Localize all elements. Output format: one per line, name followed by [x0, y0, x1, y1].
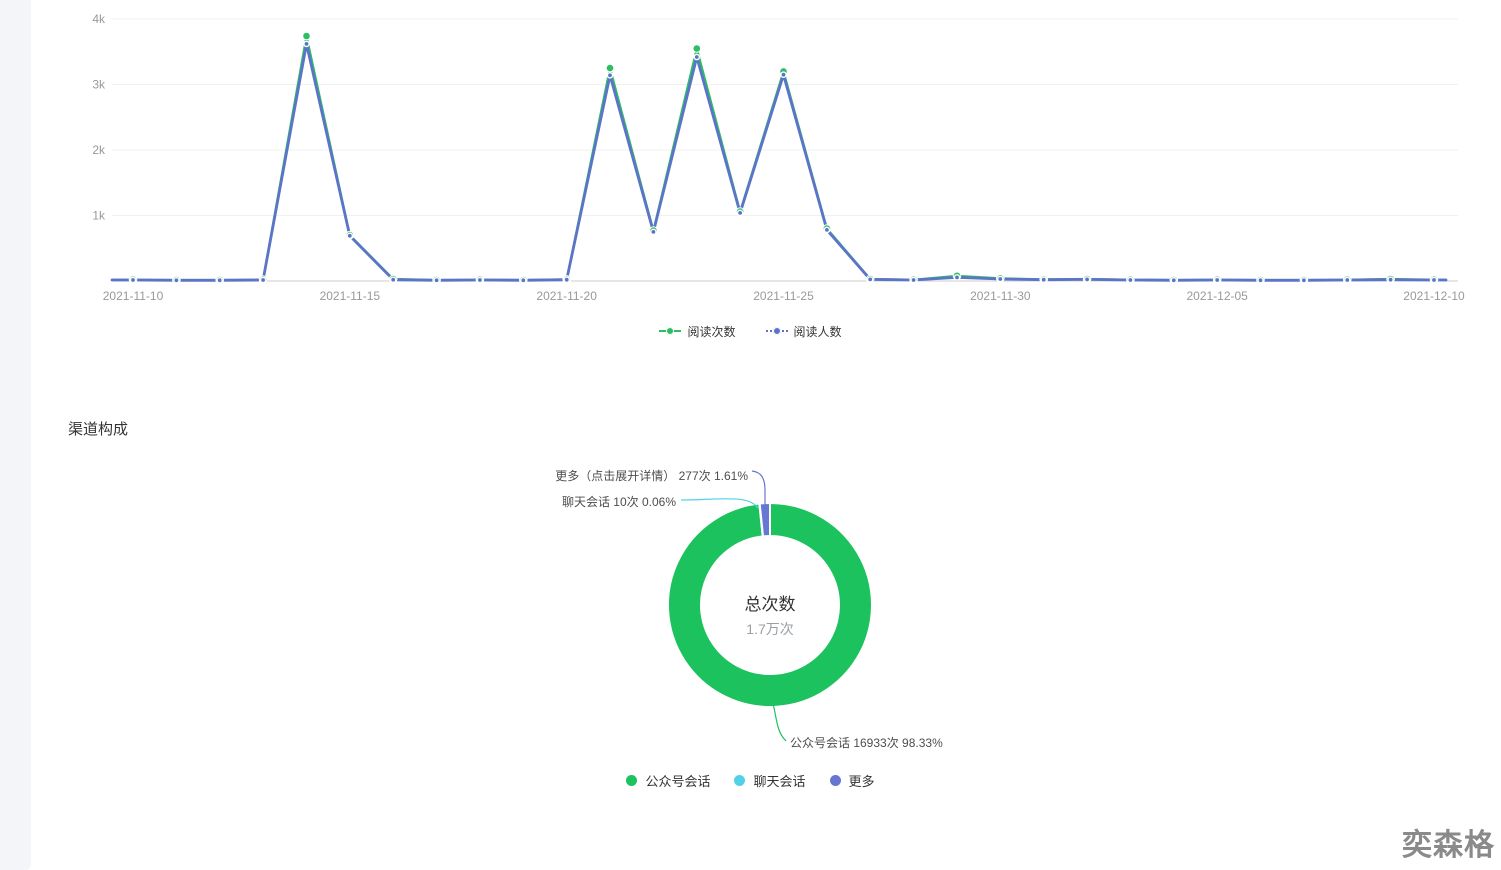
svg-text:2021-11-15: 2021-11-15 — [320, 289, 381, 303]
svg-text:2021-11-25: 2021-11-25 — [753, 289, 814, 303]
legend-item-reader-count[interactable]: 阅读人数 — [765, 323, 842, 340]
legend-label-more: 更多 — [848, 773, 875, 789]
line-legend-marker-icon — [659, 326, 682, 336]
svg-text:2021-11-30: 2021-11-30 — [970, 289, 1031, 303]
legend-label-read-count: 阅读次数 — [687, 324, 736, 339]
legend-item-more[interactable]: 更多 — [829, 771, 875, 790]
svg-text:2021-11-20: 2021-11-20 — [536, 289, 597, 303]
left-gutter — [0, 0, 31, 870]
annotation-more[interactable]: 更多（点击展开详情） 277次 1.61% — [555, 469, 748, 483]
trend-legend: 阅读次数 阅读人数 — [0, 321, 1501, 341]
annotation-chat-session: 聊天会话 10次 0.06% — [561, 495, 676, 509]
green-dot-icon — [626, 774, 638, 786]
trend-chart-canvas[interactable]: 1k 2k 3k 4k 2021-11-10 2021-11-15 2021-11-20 20… — [0, 0, 1501, 310]
donut-legend: 公众号会话 聊天会话 更多 — [0, 770, 1501, 790]
leader-line-main — [772, 703, 787, 742]
leader-line-chat — [680, 498, 759, 509]
svg-text:2021-11-10: 2021-11-10 — [103, 289, 164, 303]
watermark-logo: 奕森格 — [1402, 829, 1495, 862]
legend-label-reader-count: 阅读人数 — [793, 324, 842, 339]
donut-center-value: 1.7万次 — [746, 621, 794, 637]
donut-chart-canvas[interactable] — [0, 440, 1501, 762]
svg-text:4k: 4k — [92, 12, 106, 26]
legend-label-chat-session: 聊天会话 — [753, 773, 806, 789]
channel-donut-chart: 更多（点击展开详情） 277次 1.61% 聊天会话 10次 0.06% 公众号… — [0, 440, 1501, 810]
donut-center-label: 总次数 1.7万次 — [690, 590, 850, 639]
section-title-channel-composition: 渠道构成 — [68, 421, 129, 438]
dotted-line-legend-marker-icon — [765, 326, 788, 336]
svg-text:2021-12-10: 2021-12-10 — [1403, 289, 1465, 303]
annotation-official-account-session: 公众号会话 16933次 98.33% — [790, 736, 943, 750]
legend-item-read-count[interactable]: 阅读次数 — [659, 323, 736, 340]
purple-dot-icon — [829, 774, 841, 786]
legend-item-chat-session[interactable]: 聊天会话 — [734, 771, 806, 790]
donut-center-title: 总次数 — [744, 595, 796, 614]
svg-text:3k: 3k — [92, 78, 106, 92]
read-trend-chart: 1k 2k 3k 4k 2021-11-10 2021-11-15 2021-11-20 20… — [0, 0, 1501, 345]
legend-label-official-account-session: 公众号会话 — [645, 773, 711, 789]
svg-text:2021-12-05: 2021-12-05 — [1186, 289, 1248, 303]
svg-text:1k: 1k — [92, 209, 106, 223]
legend-item-official-account-session[interactable]: 公众号会话 — [626, 771, 710, 790]
svg-text:2k: 2k — [92, 143, 106, 157]
leader-line-more — [751, 470, 766, 506]
cyan-dot-icon — [734, 774, 746, 786]
